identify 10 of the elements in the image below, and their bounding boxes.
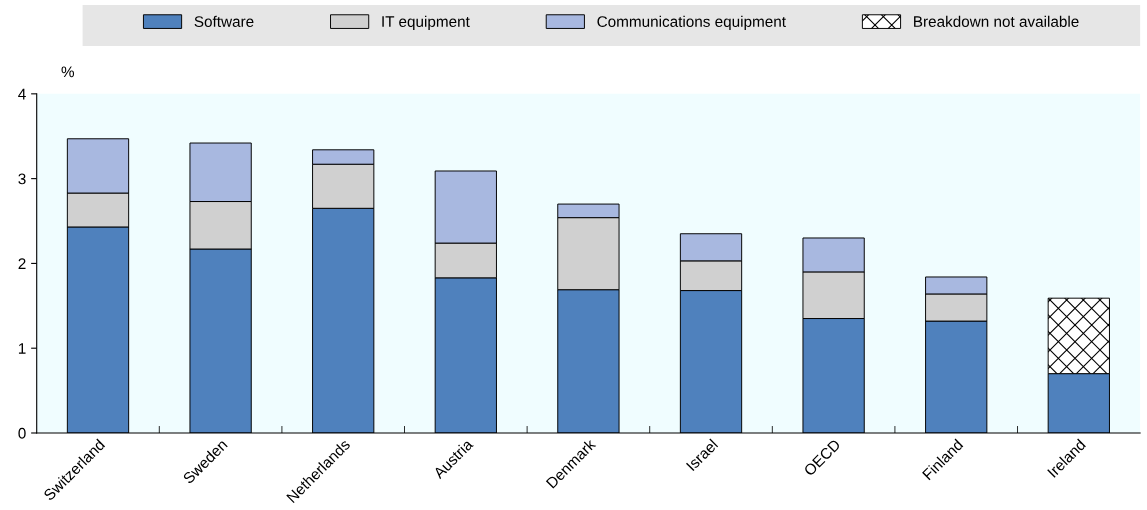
- legend-label: Communications equipment: [597, 15, 786, 31]
- legend-label: Breakdown not available: [914, 15, 1079, 27]
- y-axis-title: %: [61, 66, 75, 78]
- y-tick-label: 3: [18, 173, 26, 185]
- y-tick-label: 2: [18, 258, 26, 269]
- y-tick-label: 4: [18, 88, 26, 100]
- y-tick-label: 0: [18, 427, 26, 439]
- y-tick-label: 1: [18, 343, 26, 354]
- legend-label: Software: [194, 15, 254, 27]
- legend-label: IT equipment: [382, 15, 470, 31]
